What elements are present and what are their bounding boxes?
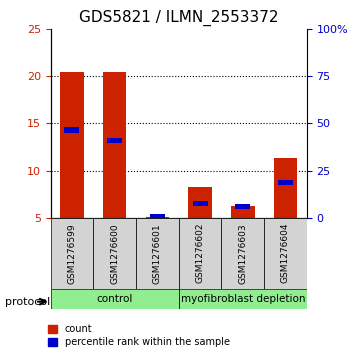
Text: GSM1276600: GSM1276600 (110, 223, 119, 284)
Bar (136, 218, 179, 289)
Bar (179, 218, 221, 289)
Bar (274, 158, 297, 218)
Bar (145, 217, 169, 218)
Bar (150, 214, 165, 220)
Bar (231, 205, 255, 218)
Text: control: control (96, 294, 133, 304)
Bar (221, 218, 264, 289)
Text: protocol: protocol (5, 297, 51, 307)
Bar (51, 218, 93, 289)
Legend: count, percentile rank within the sample: count, percentile rank within the sample (48, 324, 230, 347)
Bar (93, 218, 136, 289)
Bar (107, 138, 122, 143)
Bar (264, 218, 307, 289)
Bar (103, 72, 126, 218)
Bar (60, 73, 84, 218)
Bar (235, 204, 250, 209)
Title: GDS5821 / ILMN_2553372: GDS5821 / ILMN_2553372 (79, 10, 278, 26)
Bar (278, 180, 293, 185)
Text: GSM1276604: GSM1276604 (281, 223, 290, 284)
Text: GSM1276602: GSM1276602 (196, 223, 205, 284)
Bar (188, 187, 212, 218)
Text: myofibroblast depletion: myofibroblast depletion (180, 294, 305, 304)
Bar (64, 127, 79, 132)
Text: GSM1276601: GSM1276601 (153, 223, 162, 284)
Text: GSM1276603: GSM1276603 (238, 223, 247, 284)
Bar (179, 289, 307, 309)
Bar (51, 289, 179, 309)
Text: GSM1276599: GSM1276599 (68, 223, 77, 284)
Bar (192, 201, 208, 206)
